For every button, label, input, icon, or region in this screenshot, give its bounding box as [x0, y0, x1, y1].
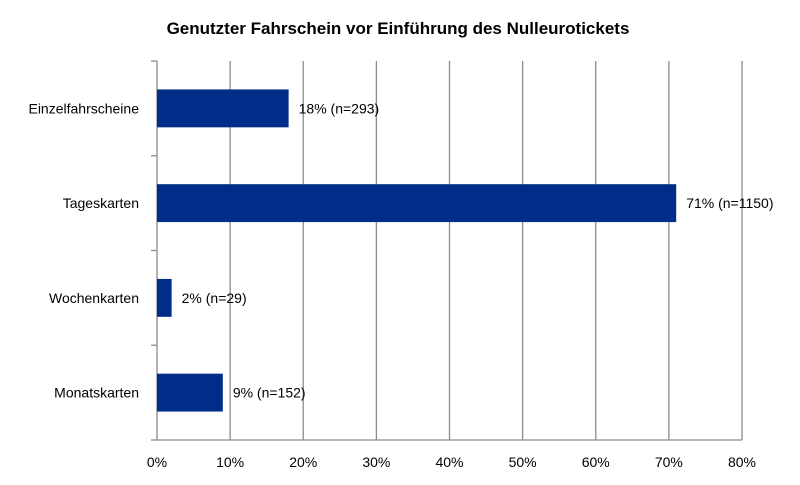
category-label: Tageskarten [63, 195, 139, 211]
x-tick-label: 80% [728, 454, 756, 470]
x-tick-label: 40% [435, 454, 463, 470]
x-tick-label: 20% [289, 454, 317, 470]
chart-title: Genutzter Fahrschein vor Einführung des … [167, 19, 630, 38]
category-label: Einzelfahrscheine [28, 100, 139, 116]
category-label: Wochenkarten [49, 290, 139, 306]
bar [157, 278, 172, 317]
labels: 0% 10% 20% 30% 40% 50% 60% 70% 80% Einzelfahrsche… [28, 100, 773, 470]
x-tick-label: 50% [509, 454, 537, 470]
grid-lines [229, 61, 743, 440]
data-label: 2% (n=29) [182, 290, 247, 306]
x-tick-label: 0% [147, 454, 167, 470]
bars [157, 89, 677, 412]
bar [157, 373, 223, 412]
data-label: 18% (n=293) [299, 100, 380, 116]
x-tick-label: 10% [216, 454, 244, 470]
data-label: 9% (n=152) [233, 385, 306, 401]
category-label: Monatskarten [54, 385, 139, 401]
data-label: 71% (n=1150) [686, 195, 773, 211]
bar [157, 184, 677, 223]
x-tick-label: 60% [582, 454, 610, 470]
x-tick-label: 70% [655, 454, 683, 470]
bar [157, 89, 289, 128]
x-tick-label: 30% [362, 454, 390, 470]
